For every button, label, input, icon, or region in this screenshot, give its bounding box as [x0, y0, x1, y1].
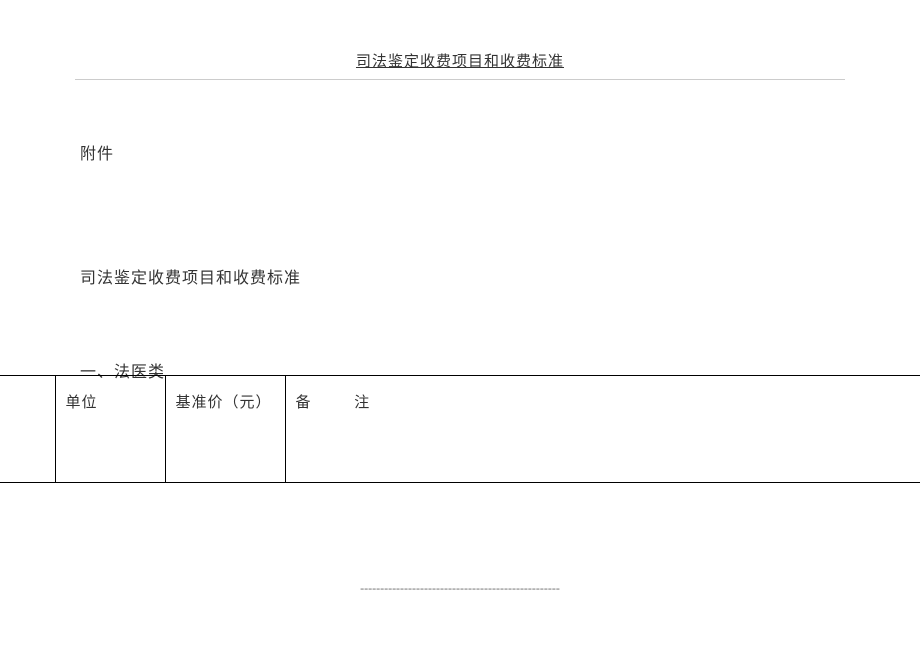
page-header-title: 司法鉴定收费项目和收费标准: [356, 54, 564, 70]
col-blank: [0, 376, 55, 483]
attachment-label: 附件: [80, 140, 840, 164]
col-price-header: 基准价（元）: [165, 376, 285, 483]
col-remark-header: 备 注: [285, 376, 920, 483]
fee-table-container: 单位 基准价（元） 备 注: [0, 375, 920, 483]
col-unit-header: 单位: [55, 376, 165, 483]
remark-pre: 备: [296, 391, 312, 412]
page-footer: ----------------------------------------…: [0, 581, 920, 596]
table-header-row: 单位 基准价（元） 备 注: [0, 376, 920, 483]
remark-suf: 注: [354, 391, 370, 412]
footer-dashes: ----------------------------------------…: [360, 581, 560, 595]
page-header: 司法鉴定收费项目和收费标准: [75, 50, 845, 80]
fee-table: 单位 基准价（元） 备 注: [0, 375, 920, 483]
document-title: 司法鉴定收费项目和收费标准: [80, 264, 840, 288]
